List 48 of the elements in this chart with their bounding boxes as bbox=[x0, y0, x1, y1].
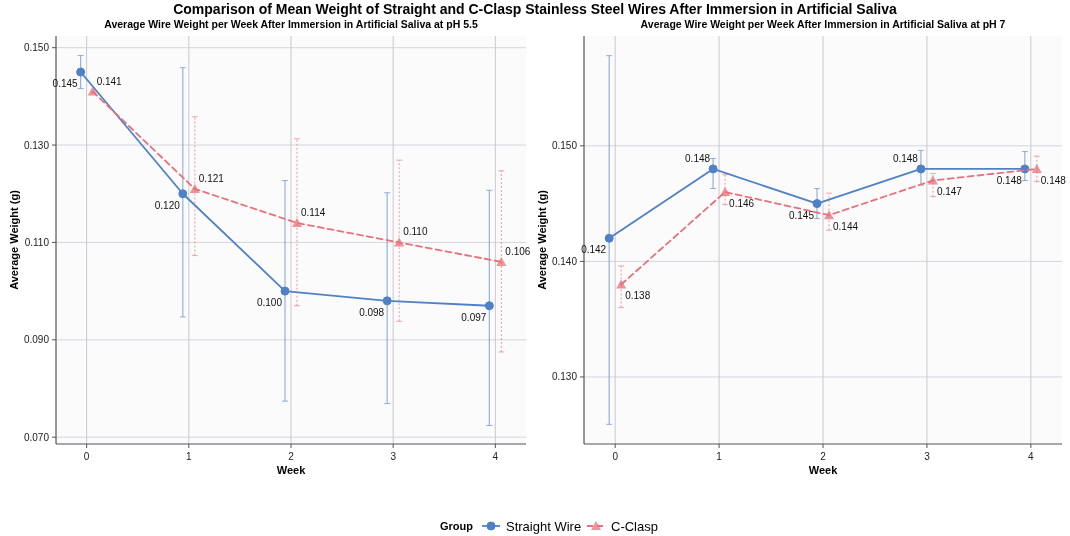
data-label: 0.114 bbox=[301, 206, 326, 218]
data-label: 0.148 bbox=[685, 152, 711, 164]
y-axis-title: Average Weight (g) bbox=[536, 189, 548, 290]
data-label: 0.145 bbox=[788, 209, 815, 221]
x-axis-title: Week bbox=[276, 464, 307, 476]
y-axis-title: Average Weight (g) bbox=[8, 189, 20, 290]
y-tick-label: 0.130 bbox=[23, 139, 50, 151]
data-label: 0.147 bbox=[936, 186, 963, 198]
x-tick-label: 3 bbox=[924, 451, 931, 462]
chart-title: Average Wire Weight per Week After Immersion in Artificial Saliva at pH 7 bbox=[640, 18, 1006, 30]
legend-title: Group bbox=[440, 519, 474, 532]
data-label: 0.110 bbox=[403, 226, 428, 238]
data-label: 0.142 bbox=[581, 244, 607, 256]
legend-label: Straight Wire bbox=[506, 518, 582, 534]
y-tick-label: 0.140 bbox=[551, 255, 578, 267]
text: Comparison of Mean Weight of Straight and C-Clasp Stainless Steel Wires After Immersion in Artificial Saliva bbox=[173, 1, 898, 17]
x-tick-label: 4 bbox=[492, 451, 499, 462]
data-label: 0.145 bbox=[52, 78, 79, 90]
x-tick-label: 3 bbox=[390, 451, 397, 462]
x-tick-label: 2 bbox=[288, 451, 295, 462]
data-label: 0.138 bbox=[625, 290, 651, 302]
data-label: 0.097 bbox=[461, 311, 487, 323]
legend-label: C-Clasp bbox=[611, 518, 658, 534]
data-label: 0.121 bbox=[198, 172, 225, 184]
data-label: 0.148 bbox=[892, 152, 919, 164]
y-tick-label: 0.130 bbox=[551, 371, 578, 383]
data-label: 0.148 bbox=[1040, 174, 1067, 186]
x-tick-label: 1 bbox=[186, 451, 193, 462]
data-label: 0.144 bbox=[833, 221, 859, 233]
y-tick-label: 0.090 bbox=[23, 334, 50, 346]
data-label: 0.148 bbox=[996, 174, 1023, 186]
x-tick-label: 0 bbox=[83, 451, 90, 462]
y-tick-label: 0.070 bbox=[23, 431, 50, 443]
x-tick-label: 4 bbox=[1028, 451, 1035, 462]
data-label: 0.100 bbox=[256, 297, 283, 309]
data-label: 0.141 bbox=[96, 75, 123, 87]
y-tick-label: 0.150 bbox=[23, 42, 50, 54]
x-axis-title: Week bbox=[808, 464, 839, 476]
data-label: 0.120 bbox=[154, 199, 181, 211]
x-tick-label: 2 bbox=[820, 451, 827, 462]
data-label: 0.146 bbox=[729, 198, 755, 210]
y-tick-label: 0.110 bbox=[24, 236, 50, 248]
data-label: 0.106 bbox=[505, 245, 531, 257]
x-tick-label: 0 bbox=[612, 451, 619, 462]
x-tick-label: 1 bbox=[716, 451, 723, 462]
chart-title: Average Wire Weight per Week After Immersion in Artificial Saliva at pH 5.5 bbox=[104, 18, 478, 30]
y-tick-label: 0.150 bbox=[551, 140, 578, 152]
data-label: 0.098 bbox=[359, 306, 385, 318]
